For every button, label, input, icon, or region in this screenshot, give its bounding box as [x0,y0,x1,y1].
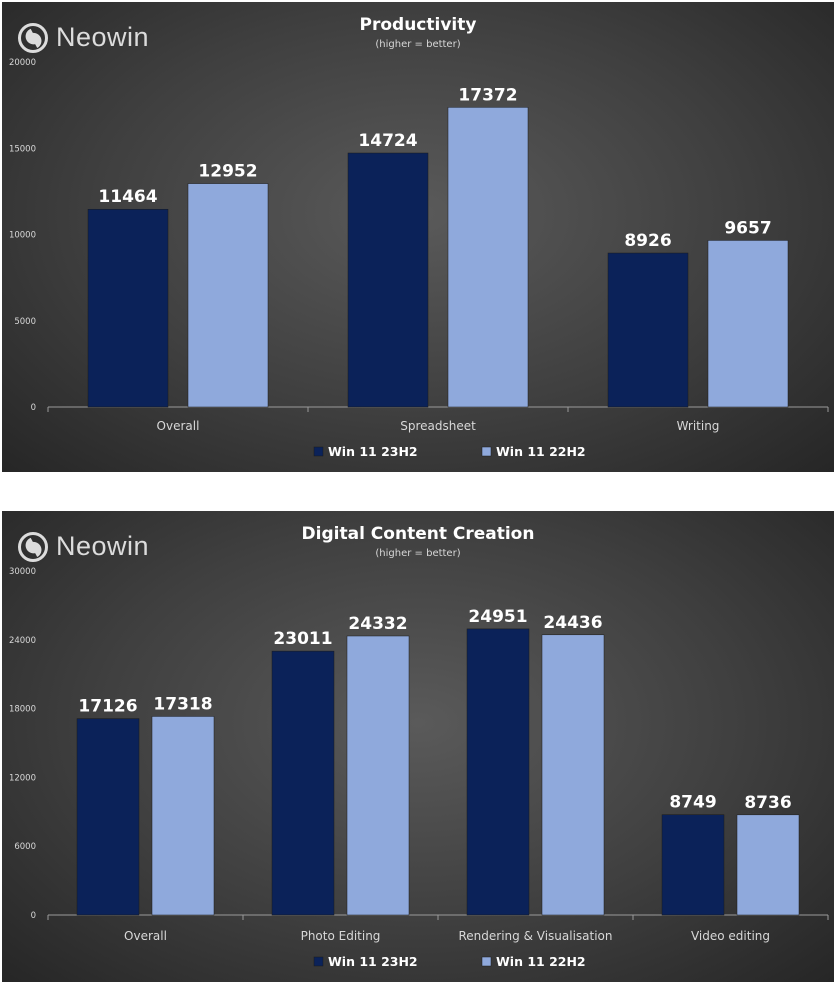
data-label: 14724 [358,131,417,151]
data-label: 12952 [198,162,257,182]
category-label: Video editing [691,929,770,943]
data-label: 11464 [98,187,157,207]
bar [466,628,530,916]
category-label: Writing [677,419,720,433]
chart-title: Digital Content Creation [302,524,535,544]
legend-swatch [313,446,324,457]
legend-swatch [313,956,324,967]
y-tick-label: 0 [31,403,36,413]
data-label: 17126 [78,697,137,717]
bar [707,240,789,408]
legend-swatch [481,956,492,967]
y-tick-label: 10000 [9,231,36,241]
bar [447,107,529,408]
data-label: 9657 [724,218,771,238]
bar [607,252,689,408]
data-label: 8736 [744,793,791,813]
y-tick-label: 15000 [9,144,36,154]
bar [151,716,215,916]
data-label: 17318 [153,694,212,714]
category-label: Photo Editing [301,929,381,943]
chart-subtitle: (higher = better) [375,548,460,559]
y-tick-label: 5000 [14,317,36,327]
productivity-chart: Productivity (higher = better) 0 5000 10000 1… [9,15,829,459]
data-label: 24951 [468,607,527,627]
category-label: Overall [124,929,167,943]
logo-text: Neowin [56,22,150,52]
legend-label: Win 11 23H2 [328,954,418,969]
y-tick-label: 30000 [9,567,36,577]
bar [661,814,725,916]
y-tick-label: 24000 [9,636,36,646]
legend-label: Win 11 22H2 [496,444,586,459]
chart-title: Productivity [360,15,477,35]
chart-subtitle: (higher = better) [375,39,460,50]
productivity-chart-panel: Neowin Productivity (higher = better) 0 500… [2,2,834,472]
legend-label: Win 11 22H2 [496,954,586,969]
data-label: 8926 [624,231,671,251]
bar [87,208,169,408]
y-tick-label: 18000 [9,705,36,715]
neowin-logo-icon [18,531,48,562]
bar [541,634,605,916]
data-label: 23011 [273,629,332,649]
neowin-logo-icon [18,22,48,53]
bar [76,718,140,916]
dcc-chart: Digital Content Creation (higher = better… [9,524,829,969]
dcc-chart-panel: Neowin Digital Content Creation (higher =… [2,511,834,982]
logo-text: Neowin [56,531,150,561]
data-label: 24332 [348,614,407,634]
data-label: 8749 [669,793,716,813]
y-tick-label: 12000 [9,773,36,783]
y-tick-label: 0 [31,911,36,921]
y-tick-label: 20000 [9,58,36,68]
legend-swatch [481,446,492,457]
neowin-logo: Neowin [18,22,149,53]
bar [187,183,269,408]
data-label: 17372 [458,85,517,105]
category-label: Overall [157,419,200,433]
category-label: Spreadsheet [400,419,476,433]
legend-label: Win 11 23H2 [328,444,418,459]
data-label: 24436 [543,613,602,633]
bar [346,635,410,916]
neowin-logo: Neowin [18,531,149,562]
category-label: Rendering & Visualisation [458,929,612,943]
bar [736,814,800,916]
bar [347,152,429,408]
y-tick-label: 6000 [14,842,36,852]
bar [271,650,335,916]
